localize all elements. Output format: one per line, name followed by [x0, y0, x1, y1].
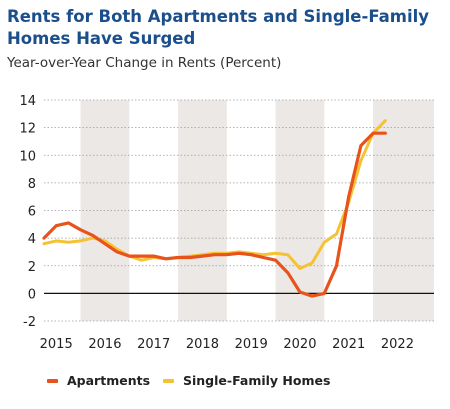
legend-item-single-family: Single-Family Homes — [163, 373, 330, 388]
x-tick-label: 2022 — [381, 337, 414, 352]
x-tick-label: 2017 — [137, 337, 170, 352]
y-tick-label: 8 — [28, 177, 36, 192]
x-tick-label: 2018 — [186, 337, 219, 352]
legend-label-apartments: Apartments — [67, 373, 151, 388]
y-tick-label: -2 — [23, 315, 36, 330]
x-tick-label: 2016 — [88, 337, 121, 352]
legend-swatch-single-family — [163, 378, 174, 383]
x-tick-label: 2020 — [283, 337, 316, 352]
y-tick-label: 10 — [19, 149, 36, 164]
y-tick-label: 14 — [19, 94, 36, 109]
y-tick-label: 4 — [28, 232, 36, 247]
x-tick-label: 2019 — [235, 337, 268, 352]
y-tick-label: 6 — [28, 205, 36, 220]
y-tick-label: 12 — [19, 122, 36, 137]
y-tick-label: 2 — [28, 260, 36, 275]
chart-title: Rents for Both Apartments and Single-Fam… — [7, 7, 430, 48]
chart-subtitle: Year-over-Year Change in Rents (Percent) — [7, 55, 282, 71]
legend-swatch-apartments — [47, 378, 58, 383]
series-line-apartments — [42, 131, 387, 298]
y-tick-label: 0 — [28, 287, 36, 302]
x-tick-label: 2015 — [40, 337, 73, 352]
legend-item-apartments: Apartments — [47, 373, 150, 388]
x-tick-label: 2021 — [332, 337, 365, 352]
shaded-band-3 — [373, 100, 434, 321]
legend-label-single-family: Single-Family Homes — [183, 373, 331, 388]
